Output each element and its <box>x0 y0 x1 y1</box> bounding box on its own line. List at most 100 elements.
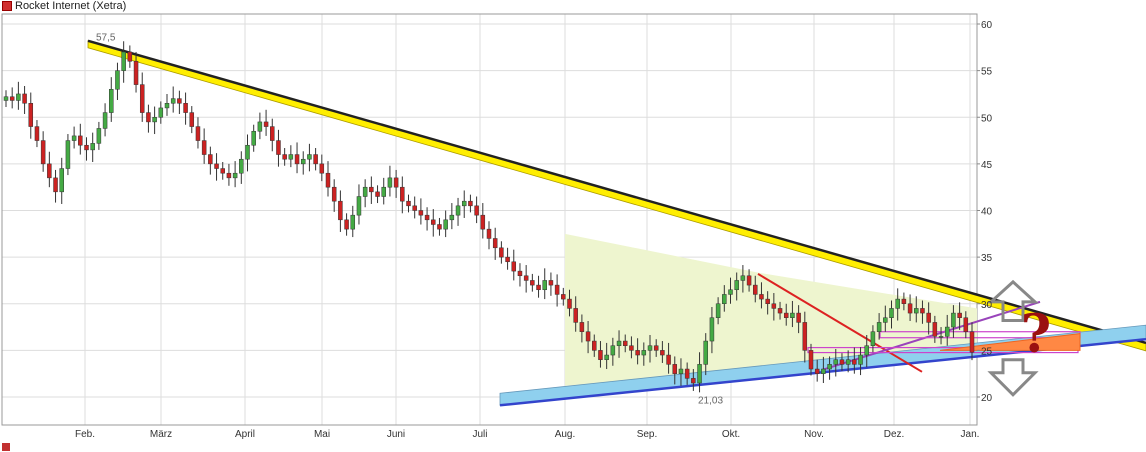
y-tick-label: 35 <box>981 253 993 264</box>
candle-body <box>666 354 671 365</box>
candle-body <box>944 326 950 337</box>
candle-body <box>412 205 417 211</box>
candle-body <box>641 350 647 356</box>
breakout-up-arrow <box>987 279 1039 323</box>
candle-body <box>34 126 40 141</box>
candle-body <box>660 350 665 356</box>
candle-body <box>437 224 442 230</box>
candle-body <box>629 345 634 351</box>
candle-body <box>474 205 479 216</box>
candle-body <box>183 103 188 113</box>
candle-body <box>523 275 529 281</box>
candle-body <box>276 140 281 155</box>
red-trendline <box>757 273 923 373</box>
candle-body <box>542 280 547 291</box>
candle-body <box>963 317 969 332</box>
candle-body <box>740 275 746 281</box>
candle-body <box>350 214 356 230</box>
candle-body <box>245 144 250 160</box>
candle-body <box>356 196 362 216</box>
candle-body <box>746 275 752 286</box>
candle-body <box>455 205 461 216</box>
candle-body <box>511 261 517 272</box>
candle-body <box>331 186 337 202</box>
candle-body <box>635 350 640 356</box>
y-tick-label: 60 <box>981 20 993 31</box>
candle-body <box>771 303 777 309</box>
candle-body <box>783 312 789 318</box>
candle-body <box>678 368 684 374</box>
candle-body <box>517 270 523 277</box>
candle-body <box>263 121 269 127</box>
candle-body <box>821 368 826 374</box>
legend-swatch <box>2 1 12 11</box>
candle-body <box>499 247 504 258</box>
candle-body <box>307 154 312 160</box>
candle-body <box>232 172 238 179</box>
candle-body <box>362 186 368 197</box>
candle-body <box>920 308 925 314</box>
x-tick-label: Jan. <box>961 429 980 440</box>
candle-body <box>802 322 808 351</box>
candle-body <box>951 312 956 328</box>
candle-body <box>146 112 151 123</box>
candle-body <box>375 191 380 197</box>
candle-body <box>461 200 467 207</box>
candle-body <box>796 312 801 323</box>
x-tick-label: Feb. <box>75 429 95 440</box>
y-tick-label: 55 <box>981 67 993 78</box>
candle-body <box>121 51 126 71</box>
candle-body <box>480 214 486 230</box>
y-tick-label: 40 <box>981 207 993 218</box>
candle-body <box>239 158 244 174</box>
candle-body <box>84 144 89 151</box>
bottom-legend-swatch <box>2 443 10 451</box>
candle-body <box>139 84 145 113</box>
candle-body <box>164 103 170 109</box>
candle-body <box>926 312 931 323</box>
candle-body <box>845 359 851 365</box>
x-tick-label: Sep. <box>637 429 658 440</box>
candle-body <box>579 322 585 332</box>
candle-body <box>914 308 919 314</box>
candle-body <box>604 354 609 360</box>
candle-body <box>592 340 597 351</box>
candle-body <box>672 364 678 374</box>
candle-body <box>969 331 975 353</box>
candle-body <box>406 200 411 207</box>
candle-body <box>759 294 764 300</box>
candle-body <box>505 256 510 263</box>
candle-body <box>722 294 727 304</box>
chart-title-text: Rocket Internet (Xetra) <box>15 0 127 12</box>
candle-body <box>827 364 832 370</box>
x-tick-label: Mai <box>314 429 330 440</box>
candle-body <box>561 294 566 300</box>
candle-body <box>709 317 715 342</box>
y-tick-label: 45 <box>981 160 993 171</box>
candle-body <box>133 61 139 85</box>
candle-body <box>468 200 473 207</box>
candle-body <box>270 126 275 141</box>
candle-body <box>319 163 325 174</box>
candle-body <box>907 303 913 314</box>
candle-body <box>703 340 708 365</box>
candle-body <box>889 308 894 318</box>
candle-body <box>790 312 795 318</box>
candle-body <box>647 345 653 351</box>
candle-body <box>47 163 52 179</box>
candle-body <box>734 280 739 291</box>
candle-body <box>852 359 857 365</box>
candle-body <box>715 303 721 318</box>
candle-body <box>876 322 882 332</box>
candle-body <box>170 98 176 104</box>
candle-body <box>957 312 962 318</box>
x-tick-label: Aug. <box>555 429 576 440</box>
candle-body <box>381 186 386 197</box>
candle-body <box>152 117 157 123</box>
candle-body <box>109 89 114 113</box>
candle-body <box>492 238 498 249</box>
candle-body <box>610 345 616 356</box>
candle-body <box>208 154 213 165</box>
candle-body <box>96 128 102 144</box>
candles <box>3 41 975 393</box>
